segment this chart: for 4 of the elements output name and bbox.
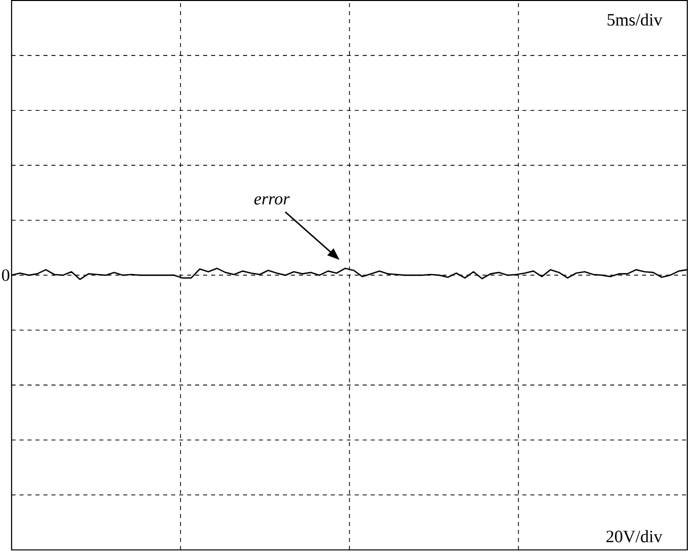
text: 5ms/div (608, 13, 662, 26)
text: error (254, 196, 290, 205)
text: 20V/div (606, 530, 662, 542)
text: 0 (2, 269, 10, 282)
